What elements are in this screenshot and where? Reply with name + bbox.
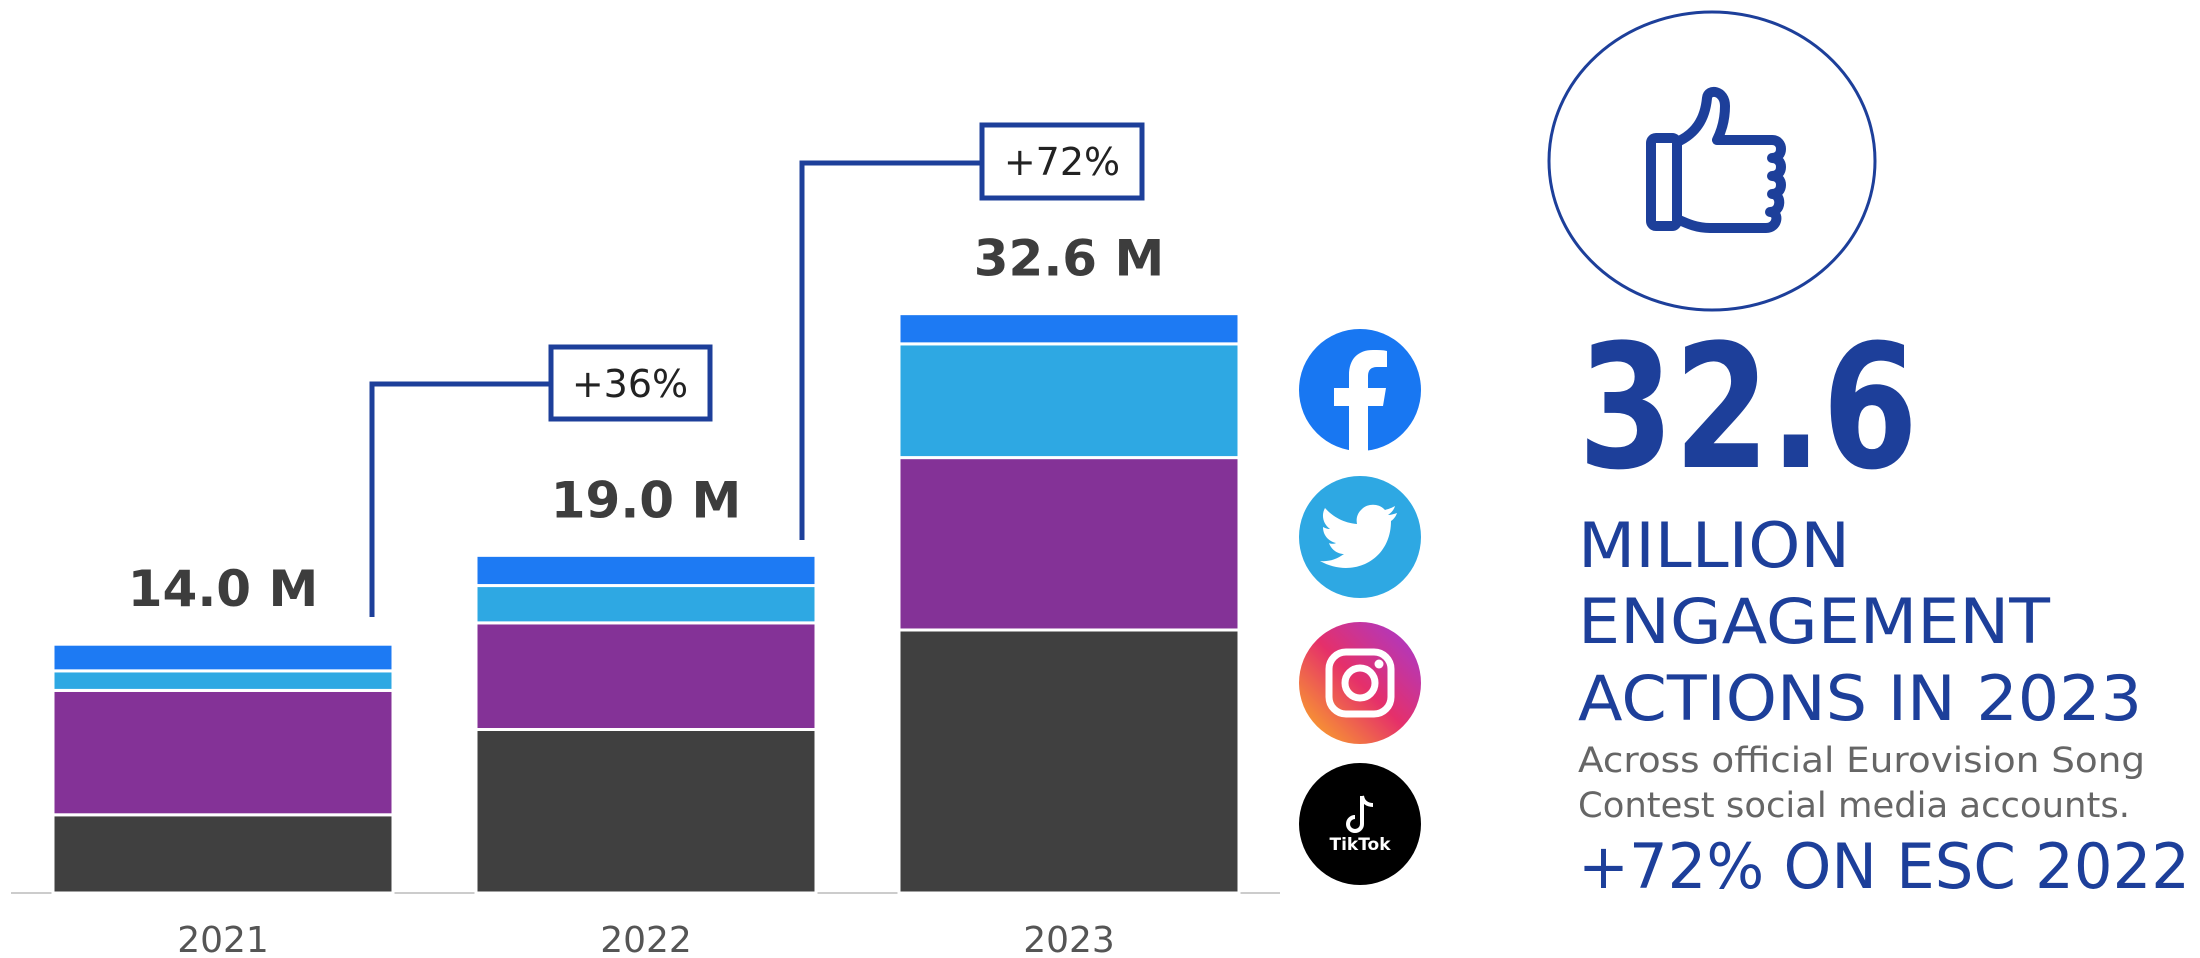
bar-segment	[474, 728, 818, 895]
summary-note: Contest social media accounts.	[1578, 786, 2130, 826]
total-label: 19.0 M	[551, 471, 742, 529]
like-circle	[1547, 10, 1877, 312]
bar-segment	[474, 584, 818, 625]
annotation-box	[548, 344, 713, 422]
connector	[369, 381, 551, 617]
facebook-icon	[1299, 329, 1421, 451]
bar-segment	[51, 669, 395, 692]
total-label: 32.6 M	[974, 230, 1165, 288]
summary-number: 32.6	[1578, 307, 1918, 508]
summary-change: +72% ON ESC 2022	[1578, 830, 2190, 903]
x-tick-label: 2022	[600, 920, 692, 958]
summary-line: ENGAGEMENT	[1578, 585, 2051, 658]
thumbs-up-icon	[1646, 86, 1786, 233]
summary-line: MILLION	[1578, 509, 1850, 582]
summary-note: Across official Eurovision Song	[1578, 741, 2145, 781]
x-tick-label: 2023	[1023, 920, 1115, 958]
bar-segment	[897, 312, 1241, 346]
twitter-icon	[1299, 476, 1421, 598]
annotation-box	[979, 122, 1145, 201]
tiktok-icon: TikTok	[1299, 763, 1421, 885]
bar-segment	[897, 456, 1241, 632]
annotation: +72%	[1004, 140, 1120, 184]
bar-segment	[51, 688, 395, 817]
bar-segment	[474, 553, 818, 588]
bar-segment	[897, 628, 1241, 895]
connector	[799, 160, 982, 540]
summary-line: ACTIONS IN 2023	[1578, 662, 2142, 735]
bar-segment	[474, 621, 818, 732]
total-label: 14.0 M	[128, 560, 319, 618]
tiktok-label: TikTok	[1329, 835, 1391, 855]
bar-segment	[897, 342, 1241, 460]
bar-segment	[51, 642, 395, 673]
instagram-icon	[1299, 622, 1421, 744]
annotation: +36%	[572, 362, 688, 406]
bar-segment	[51, 813, 395, 895]
x-tick-label: 2021	[177, 920, 269, 958]
